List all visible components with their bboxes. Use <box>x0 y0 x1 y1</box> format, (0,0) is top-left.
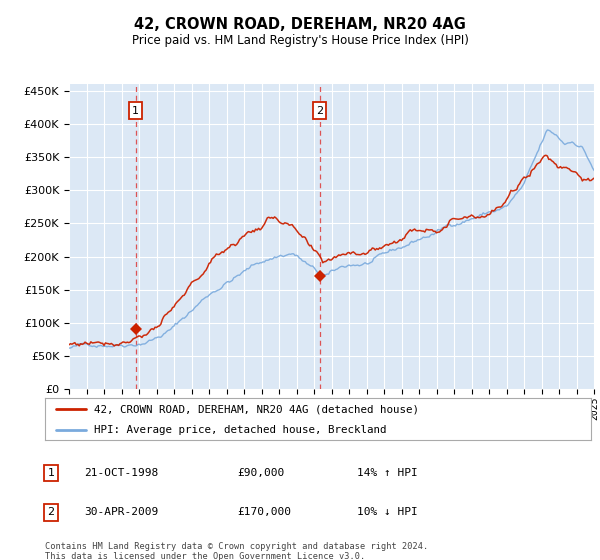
Text: 21-OCT-1998: 21-OCT-1998 <box>84 468 158 478</box>
Text: 42, CROWN ROAD, DEREHAM, NR20 4AG (detached house): 42, CROWN ROAD, DEREHAM, NR20 4AG (detac… <box>94 404 419 414</box>
Text: £170,000: £170,000 <box>237 507 291 517</box>
Text: 30-APR-2009: 30-APR-2009 <box>84 507 158 517</box>
Text: 1: 1 <box>47 468 55 478</box>
Text: 2: 2 <box>47 507 55 517</box>
Text: 10% ↓ HPI: 10% ↓ HPI <box>357 507 418 517</box>
Text: Contains HM Land Registry data © Crown copyright and database right 2024.
This d: Contains HM Land Registry data © Crown c… <box>45 542 428 560</box>
Text: 1: 1 <box>132 105 139 115</box>
Text: £90,000: £90,000 <box>237 468 284 478</box>
Text: 2: 2 <box>316 105 323 115</box>
Text: HPI: Average price, detached house, Breckland: HPI: Average price, detached house, Brec… <box>94 426 386 435</box>
Text: 42, CROWN ROAD, DEREHAM, NR20 4AG: 42, CROWN ROAD, DEREHAM, NR20 4AG <box>134 17 466 31</box>
Text: 14% ↑ HPI: 14% ↑ HPI <box>357 468 418 478</box>
Text: Price paid vs. HM Land Registry's House Price Index (HPI): Price paid vs. HM Land Registry's House … <box>131 34 469 47</box>
